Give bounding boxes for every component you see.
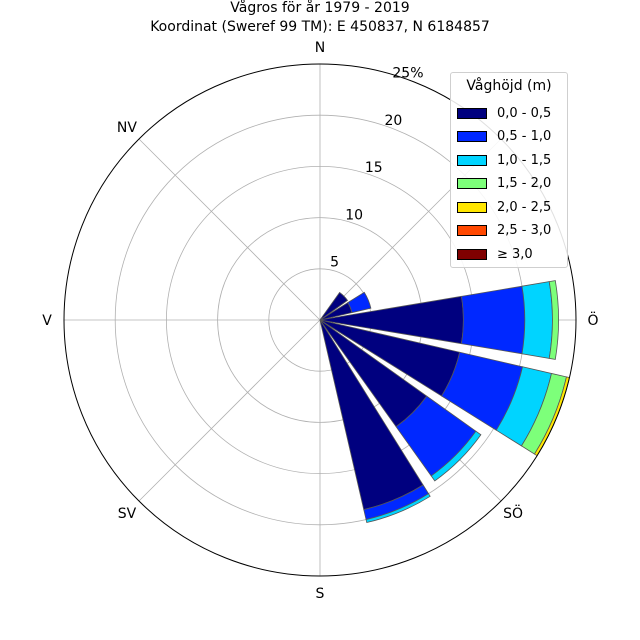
legend-swatch bbox=[457, 178, 487, 189]
legend-entry: 1,5 - 2,0 bbox=[457, 176, 551, 192]
legend-entry: 2,0 - 2,5 bbox=[457, 199, 551, 215]
legend-entry: 0,0 - 0,5 bbox=[457, 105, 551, 121]
chart-title: Vågros för år 1979 - 2019 bbox=[230, 0, 410, 16]
direction-label-S: S bbox=[316, 586, 325, 602]
legend-swatch bbox=[457, 248, 487, 260]
legend-swatch bbox=[457, 201, 487, 213]
direction-label-NV: NV bbox=[117, 120, 137, 136]
radial-tick-5: 5 bbox=[330, 255, 339, 271]
direction-label-Ö: Ö bbox=[587, 311, 598, 329]
bar-dir45-bin0 bbox=[319, 291, 349, 321]
bar-dir90-bin2 bbox=[521, 281, 553, 359]
axis-labels: N NV V SV S SÖ Ö 5 10 15 20 25% bbox=[42, 40, 598, 602]
legend-label: 1,5 - 2,0 bbox=[497, 176, 552, 191]
bar-dir90-bin1 bbox=[460, 285, 526, 355]
legend-entry: 0,5 - 1,0 bbox=[457, 129, 551, 145]
chart-subtitle: Koordinat (Sweref 99 TM): E 450837, N 61… bbox=[150, 19, 490, 35]
legend-label: 2,5 - 3,0 bbox=[497, 223, 552, 238]
legend: Våghöjd (m) 0,0 - 0,5 0,5 - 1,0 1,0 - 1,5 1… bbox=[450, 72, 568, 268]
legend-swatch bbox=[457, 107, 487, 119]
bar-dir157.5-bin2 bbox=[365, 493, 431, 524]
legend-label: 0,5 - 1,0 bbox=[497, 129, 552, 144]
legend-label: ≥ 3,0 bbox=[497, 246, 533, 262]
direction-label-N: N bbox=[315, 40, 325, 56]
outer-frame bbox=[63, 63, 577, 577]
legend-swatch bbox=[457, 154, 487, 166]
legend-label: 2,0 - 2,5 bbox=[497, 199, 552, 215]
radial-tick-15: 15 bbox=[365, 160, 383, 176]
bar-dir90-bin3 bbox=[548, 280, 559, 360]
radial-tick-20: 20 bbox=[384, 113, 402, 129]
legend-title: Våghöjd (m) bbox=[466, 78, 552, 94]
legend-entry: 1,0 - 1,5 bbox=[457, 152, 551, 168]
direction-label-SÖ: SÖ bbox=[503, 504, 523, 522]
legend-entry: ≥ 3,0 bbox=[457, 246, 533, 262]
bar-dir135-bin2 bbox=[430, 430, 482, 482]
radial-tick-10: 10 bbox=[345, 207, 363, 223]
grid-spoke-225 bbox=[138, 319, 321, 502]
direction-label-V: V bbox=[42, 313, 52, 329]
legend-label: 1,0 - 1,5 bbox=[497, 152, 552, 168]
radial-max-label: 25% bbox=[392, 65, 423, 81]
direction-bars bbox=[319, 280, 570, 524]
legend-entry: 2,5 - 3,0 bbox=[457, 223, 551, 239]
bar-dir67.5-bin1 bbox=[347, 291, 372, 314]
direction-label-SV: SV bbox=[118, 506, 137, 522]
grid-spoke-315 bbox=[138, 138, 321, 321]
legend-swatch bbox=[457, 131, 487, 142]
legend-swatch bbox=[457, 225, 487, 236]
legend-label: 0,0 - 0,5 bbox=[497, 105, 552, 121]
